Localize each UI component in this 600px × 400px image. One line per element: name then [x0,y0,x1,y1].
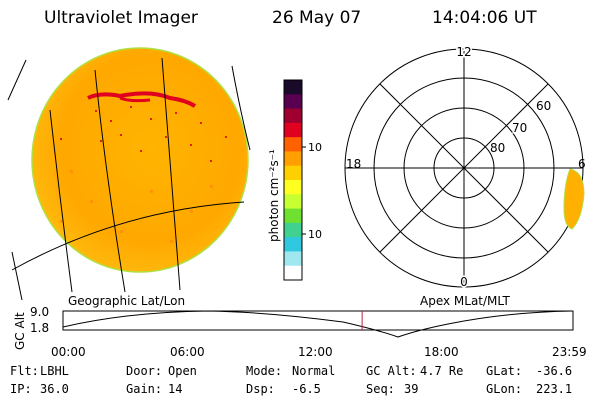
colorbar-stripe [284,137,302,152]
seq-value: 39 [404,382,419,396]
mlt-label-12: 12 [456,45,471,59]
colorbar-unit-label: photon cm⁻²s⁻¹ [267,149,281,242]
glat-value: -36.6 [536,364,573,378]
altitude-plot-frame [62,310,574,331]
seq-label: Seq: [366,382,395,396]
gc-alt-value: 4.7 Re [420,364,464,378]
x-tick-1200: 12:00 [298,345,333,359]
colorbar-stripe [284,237,302,252]
gc-alt-label: GC Alt: [366,364,417,378]
door-value: Open [168,364,197,378]
uvi-image-panel [7,47,251,301]
colorbar-stripe [284,208,302,224]
colorbar-stripe [284,108,302,124]
colorbar-stripe [284,251,302,267]
x-tick-0000: 00:00 [51,345,86,359]
altitude-tick-1-8: 1.8 [30,321,49,335]
flt-label: Flt: [10,364,39,378]
altitude-timeline: GC Alt 9.0 1.8 00:00 06:00 12:00 18:00 2… [13,305,587,359]
time-label: 14:04:06 UT [432,8,537,28]
polar-mlat-mlt-panel: 12 18 6 0 60 70 80 [344,44,586,291]
colorbar-stripe [284,180,302,195]
ip-value: 36.0 [40,382,69,396]
x-tick-1800: 18:00 [424,345,459,359]
colorbar-stripe [284,194,302,210]
earth-disk [31,47,249,273]
colorbar-stripe [284,122,302,138]
colorbar-tick-100: 100 [308,141,322,154]
x-tick-2359: 23:59 [552,345,587,359]
door-label: Door: [126,364,163,378]
flt-value: LBHL [40,364,69,378]
gain-value: 14 [168,382,183,396]
mlat-label-70: 70 [512,121,527,135]
date-label: 26 May 07 [272,8,362,28]
dsp-value: -6.5 [292,382,321,396]
x-tick-0600: 06:00 [170,345,205,359]
mlat-label-80: 80 [490,141,505,155]
colorbar-stripe [284,94,302,110]
glat-label: GLat: [486,364,523,378]
mlat-label-60: 60 [536,99,551,113]
mlt-label-0: 0 [460,275,468,289]
mode-label: Mode: [246,364,283,378]
glon-label: GLon: [486,382,523,396]
aurora-dawn-emission [563,168,585,230]
mode-value: Normal [292,364,336,378]
altitude-curve [62,310,574,338]
colorbar: 100 10 photon cm⁻²s⁻¹ [267,79,322,281]
altitude-x-ticks: 00:00 06:00 12:00 18:00 23:59 [51,345,587,359]
colorbar-stripe [284,265,302,281]
altitude-tick-9: 9.0 [30,305,49,319]
colorbar-stripe [284,151,302,167]
image-panel-caption: Geographic Lat/Lon [68,294,186,308]
ip-label: IP: [10,382,32,396]
polar-panel-caption: Apex MLat/MLT [420,294,510,308]
colorbar-stripe [284,222,302,238]
colorbar-stripe [284,165,302,181]
colorbar-gradient [284,80,302,281]
dsp-label: Dsp: [246,382,275,396]
mlt-label-18: 18 [346,157,361,171]
geographic-grid [7,57,251,301]
aurora-emission [60,91,227,243]
glon-value: 223.1 [536,382,573,396]
gain-label: Gain: [126,382,163,396]
altitude-axis-label: GC Alt [13,312,27,350]
mlt-label-6: 6 [578,157,586,171]
colorbar-stripe [284,80,302,95]
polar-grid [344,48,584,288]
colorbar-tick-10: 10 [308,228,322,241]
instrument-title: Ultraviolet Imager [44,8,198,28]
